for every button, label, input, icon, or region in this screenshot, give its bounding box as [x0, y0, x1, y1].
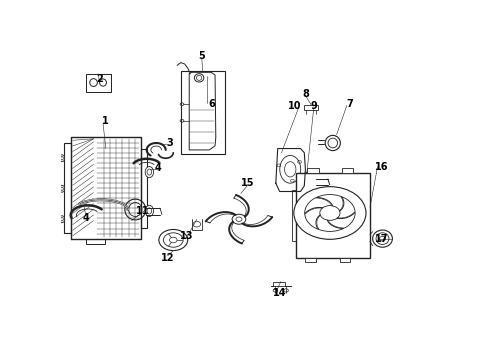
Bar [305, 258, 316, 262]
Text: 17: 17 [375, 234, 389, 244]
Circle shape [232, 214, 246, 224]
Bar [296, 174, 370, 258]
Ellipse shape [59, 185, 65, 192]
Ellipse shape [372, 230, 392, 247]
Text: 4: 4 [155, 163, 162, 173]
Text: 3: 3 [166, 138, 173, 148]
Ellipse shape [325, 135, 341, 150]
Bar [307, 168, 318, 174]
Ellipse shape [59, 155, 65, 162]
Text: 12: 12 [161, 253, 174, 263]
Text: 13: 13 [180, 231, 194, 241]
Circle shape [294, 186, 366, 239]
Text: 16: 16 [375, 162, 389, 172]
Bar [342, 168, 353, 174]
Bar [292, 190, 296, 242]
Text: 4: 4 [82, 213, 89, 223]
Ellipse shape [125, 199, 146, 220]
Text: 11: 11 [136, 206, 149, 216]
Bar [86, 74, 111, 92]
Text: 14: 14 [273, 288, 286, 298]
Bar [181, 71, 224, 154]
Text: 5: 5 [198, 51, 205, 61]
Text: 7: 7 [346, 99, 353, 109]
Text: 2: 2 [96, 74, 102, 84]
Bar [303, 105, 318, 110]
Bar [64, 143, 71, 233]
Text: 6: 6 [208, 99, 215, 109]
Bar [141, 149, 147, 228]
Text: 9: 9 [310, 100, 317, 111]
Bar [340, 258, 350, 262]
Ellipse shape [145, 167, 153, 177]
Ellipse shape [59, 216, 65, 223]
Ellipse shape [145, 205, 153, 216]
Circle shape [320, 206, 340, 220]
Text: 15: 15 [241, 178, 254, 188]
Ellipse shape [195, 74, 204, 82]
Text: 8: 8 [303, 90, 310, 99]
Text: 10: 10 [288, 100, 301, 111]
Text: 1: 1 [101, 116, 108, 126]
Circle shape [159, 229, 188, 251]
Ellipse shape [301, 172, 317, 189]
